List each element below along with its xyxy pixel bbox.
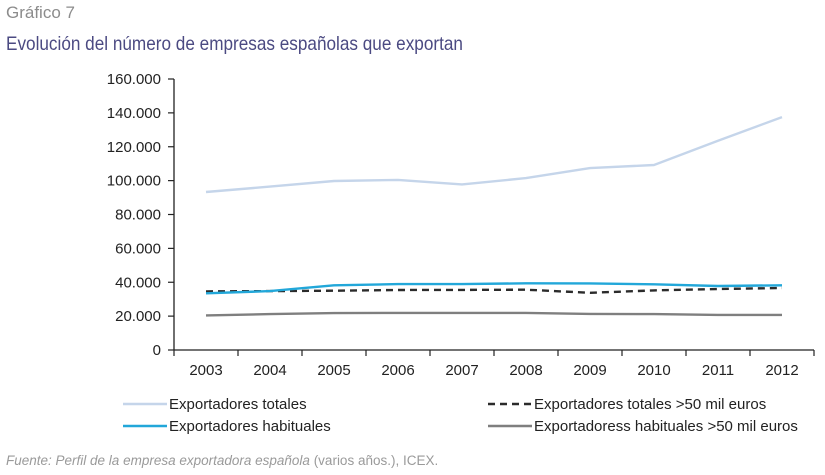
x-tick-label: 2012 xyxy=(765,362,798,379)
chart-title: Evolución del número de empresas español… xyxy=(6,33,463,55)
series-line-3 xyxy=(205,282,783,295)
x-tick-label: 2003 xyxy=(189,362,222,379)
x-tick-label: 2010 xyxy=(637,362,670,379)
legend-label-1: Exportadores totales xyxy=(169,396,307,413)
y-tick-label: 60.000 xyxy=(115,240,161,257)
y-tick-label: 120.000 xyxy=(107,139,161,156)
x-tick-label: 2009 xyxy=(573,362,606,379)
source-normal: (varios años.), ICEX. xyxy=(309,453,439,468)
x-tick-label: 2011 xyxy=(702,362,734,379)
series-lines xyxy=(205,115,783,317)
y-tick-label: 40.000 xyxy=(115,274,161,291)
y-tick-label: 140.000 xyxy=(107,105,161,122)
source-italic: Fuente: Perfil de la empresa exportadora… xyxy=(6,453,310,468)
y-tick-label: 80.000 xyxy=(115,207,161,224)
y-tick-label: 20.000 xyxy=(115,308,161,325)
source-note: Fuente: Perfil de la empresa exportadora… xyxy=(6,453,438,468)
legend-label-3: Exportadores habituales xyxy=(169,418,331,435)
legend-label-4: Exportadoress habituales >50 mil euros xyxy=(534,418,798,435)
figure-caption: Gráfico 7 xyxy=(6,3,75,22)
legend-label-2: Exportadores totales >50 mil euros xyxy=(534,396,766,413)
x-tick-label: 2006 xyxy=(381,362,414,379)
y-tick-label: 100.000 xyxy=(107,173,161,190)
x-tick-label: 2008 xyxy=(509,362,542,379)
series-line-4 xyxy=(205,311,782,317)
y-axis: 0 20.000 40.000 60.000 80.000 100.000 120.000 1… xyxy=(107,71,175,359)
legend: Exportadores totales Exportadores totales… xyxy=(123,396,798,435)
series-line-1 xyxy=(205,115,783,194)
x-tick-label: 2005 xyxy=(317,362,350,379)
y-tick-label: 160.000 xyxy=(107,71,161,88)
x-tick-label: 2007 xyxy=(445,362,478,379)
x-tick-label: 2004 xyxy=(253,362,286,379)
y-tick-label: 0 xyxy=(153,342,161,359)
series-line-2 xyxy=(205,286,783,294)
x-axis: 2003 2004 2005 2006 2007 2008 2009 2010 2011 2012 xyxy=(173,349,815,379)
